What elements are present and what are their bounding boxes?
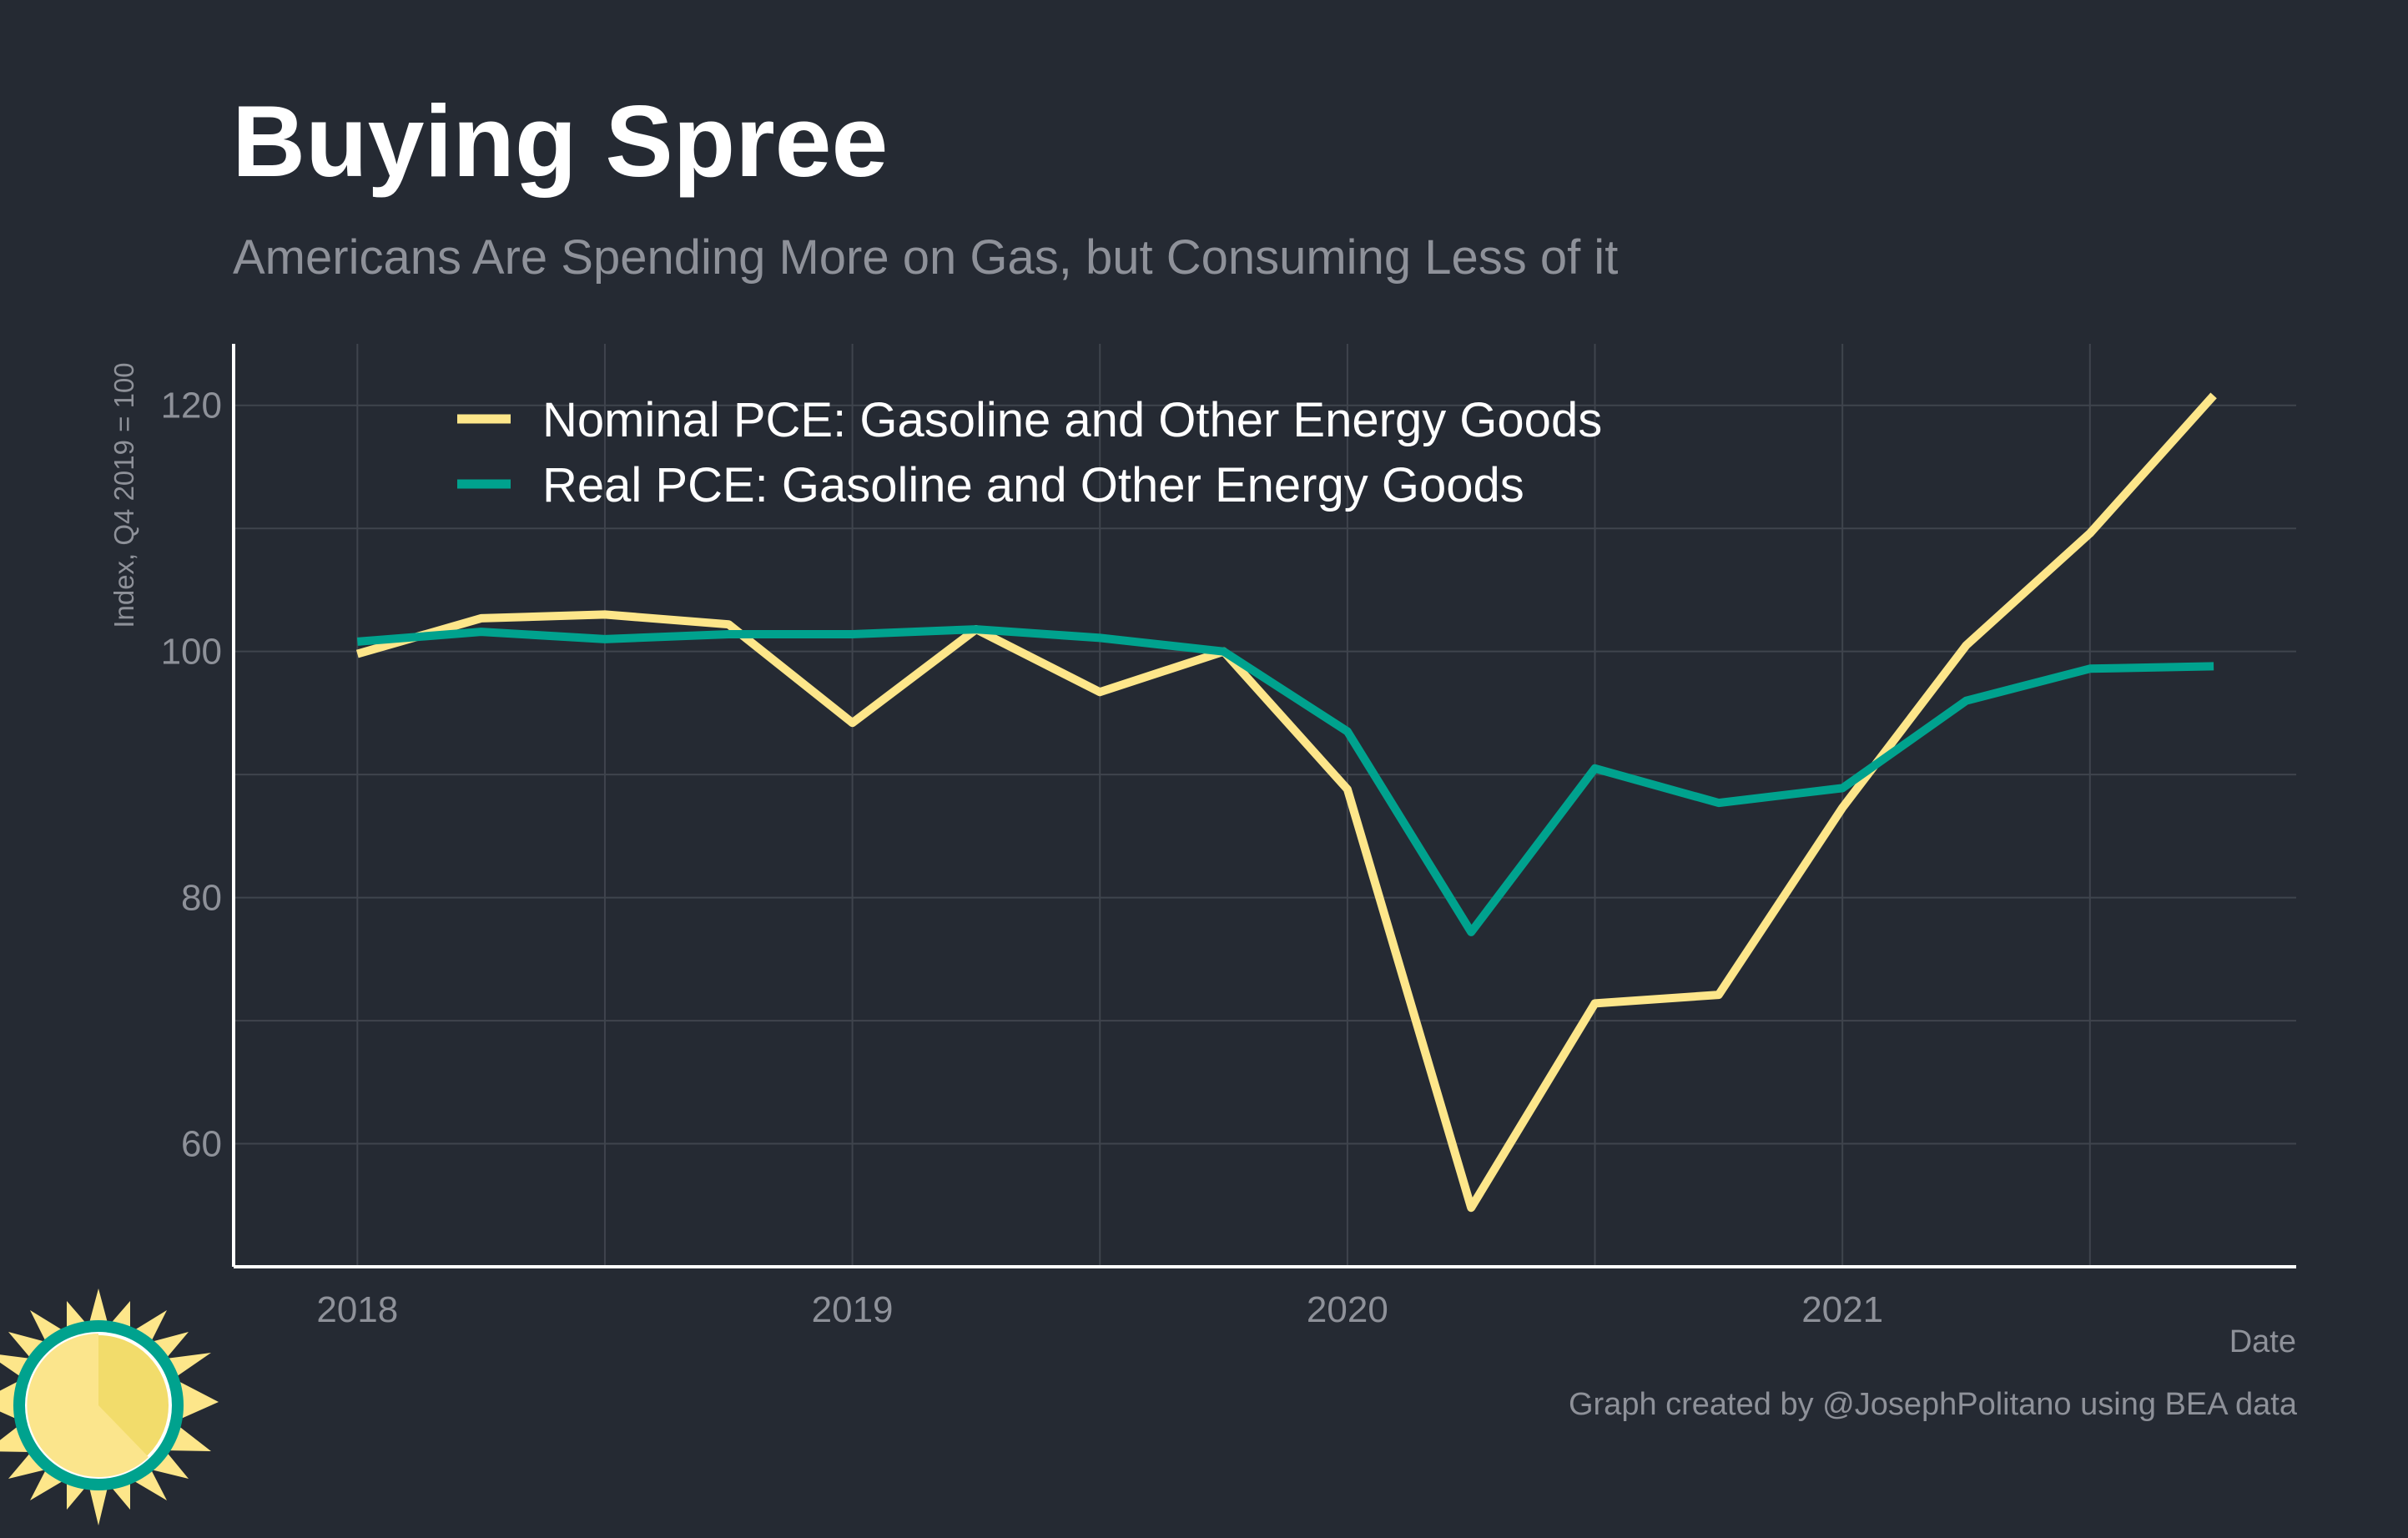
- chart-title: Buying Spree: [232, 84, 889, 198]
- y-tick-label: 80: [181, 878, 222, 919]
- legend-label: Real PCE: Gasoline and Other Energy Good…: [542, 458, 1524, 512]
- x-tick-label: 2021: [1801, 1289, 1883, 1330]
- sun-icon: [0, 1288, 219, 1525]
- chart-subtitle: Americans Are Spending More on Gas, but …: [233, 230, 1619, 285]
- x-tick-label: 2020: [1307, 1289, 1388, 1330]
- axis-layer: 60 80 100 120 2018 2019 2020 2021 Index, Q4 2019…: [108, 344, 2296, 1359]
- legend: Nominal PCE: Gasoline and Other Energy G…: [457, 393, 1602, 512]
- x-tick-label: 2019: [812, 1289, 894, 1330]
- x-tick-label: 2018: [316, 1289, 398, 1330]
- grid-layer: [234, 344, 2296, 1267]
- y-axis-title: Index, Q4 2019 = 100: [108, 362, 139, 628]
- y-tick-label: 120: [161, 386, 222, 426]
- series-line-real: [356, 625, 2214, 936]
- legend-label: Nominal PCE: Gasoline and Other Energy G…: [542, 393, 1602, 447]
- x-axis-title: Date: [2229, 1324, 2296, 1359]
- y-tick-label: 60: [181, 1124, 222, 1165]
- source-credit: Graph created by @JosephPolitano using B…: [1568, 1387, 2297, 1422]
- series-layer: [355, 392, 2217, 1213]
- series-line-nominal: [355, 392, 2217, 1213]
- y-tick-label: 100: [161, 632, 222, 673]
